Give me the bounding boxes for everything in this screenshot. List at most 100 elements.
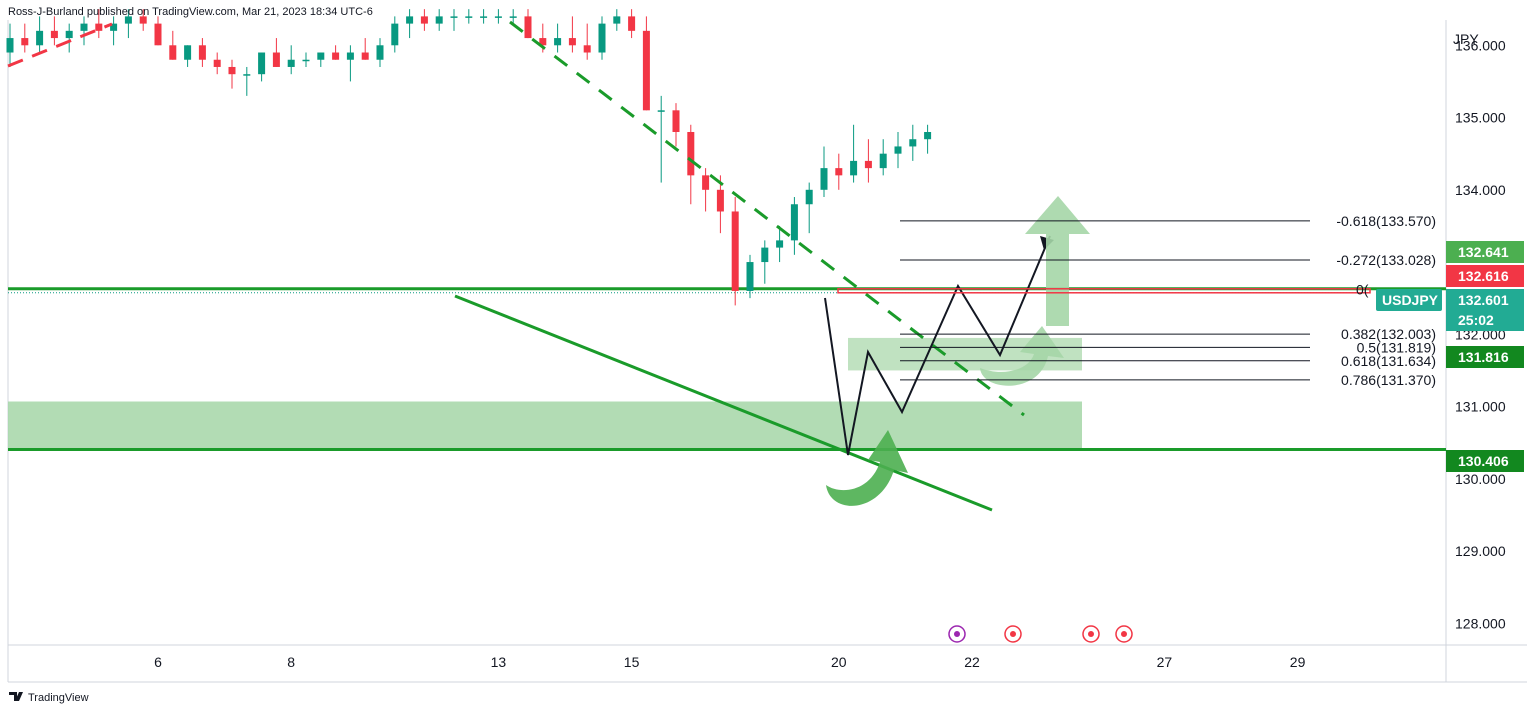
candle-body [909,139,917,147]
candle-body [642,30,650,111]
published-by-text: Ross-J-Burland published on TradingView.… [8,6,373,18]
tradingview-brand-text: TradingView [28,692,89,704]
candle-body [894,146,902,154]
us-flag-event-dot [1010,631,1016,637]
bounce-arrow-icon [826,430,908,506]
time-tick-label: 20 [831,654,847,670]
frame-layer [7,20,1527,683]
candle-body [50,30,58,39]
candle-body [435,16,443,24]
fib-level-label: -0.618(133.570) [1336,213,1436,229]
candle-body [450,16,458,18]
projected-zigzag [824,235,1051,456]
tradingview-logo-icon [9,692,23,701]
candle-body [716,189,724,212]
candle-body [539,38,547,46]
candle-body [184,45,192,60]
green-support-trendline [454,294,993,512]
fibonacci-layer: -0.618(133.570) -0.272(133.028) 0( 0.382(13… [900,213,1436,388]
candle-body [272,52,280,67]
time-tick-label: 15 [624,654,640,670]
price-tag-value: 132.641 [1458,244,1509,260]
candle-body [65,30,73,39]
event-icons-layer[interactable] [948,625,1133,643]
support-zone [8,401,1082,450]
candle-body [583,45,591,53]
time-tick-label: 8 [287,654,295,670]
price-tag-value: 132.601 [1458,292,1509,308]
fib-anchor-line [837,288,1371,294]
candles-layer [6,9,932,306]
candle-body [317,52,325,60]
price-tags-layer: 132.641 132.616 132.601 25:02 USDJPY 131.816 1… [1376,241,1524,472]
upside-target-arrow-icon [1025,196,1090,326]
fib-level-label: 0( [1356,282,1369,298]
price-tick-label: 135.000 [1455,110,1506,126]
candle-body [110,23,118,31]
candle-body [258,52,266,75]
candle-body [494,16,502,18]
candle-body [776,240,784,248]
time-tick-label: 13 [491,654,507,670]
fib-level-label: -0.272(133.028) [1336,252,1436,268]
candle-body [332,52,340,60]
record-event-dot [1088,631,1094,637]
candle-body [302,59,310,62]
symbol-tag-label: USDJPY [1382,292,1439,308]
price-tag-badge [1446,241,1524,263]
time-tick-label: 6 [154,654,162,670]
candle-body [124,16,132,24]
candle-body [554,38,562,46]
candle-body [731,211,739,291]
candle-body [346,52,354,60]
price-tag-value: 131.816 [1458,349,1509,365]
time-tick-label: 29 [1290,654,1306,670]
fib-level-label: 0.786(131.370) [1341,372,1436,388]
us-flag-event-dot [1121,631,1127,637]
candle-body [657,110,665,112]
candle-body [406,16,414,24]
price-tick-label: 136.000 [1455,37,1506,53]
fib-level-label: 0.382(132.003) [1341,326,1436,342]
price-tick-label: 134.000 [1455,182,1506,198]
candle-body [924,131,932,140]
candle-body [835,168,843,176]
candle-body [805,189,813,205]
price-tag-value: 130.406 [1458,453,1509,469]
fib-level-label: 0.5(131.819) [1357,339,1436,355]
price-tag-badge [1446,289,1524,331]
time-tick-label: 27 [1157,654,1173,670]
currency-label: JPY [1453,31,1479,47]
candle-body [761,247,769,263]
candle-body [820,168,828,190]
candle-body [790,204,798,241]
price-tag-value: 132.616 [1458,268,1509,284]
candle-body [509,16,517,18]
candle-body [613,16,621,24]
price-tag-badge [1446,346,1524,368]
candle-body [361,52,369,60]
candle-body [465,16,473,18]
candle-body [169,45,177,60]
candle-body [213,59,221,67]
candle-body [687,131,695,176]
candle-body [628,16,636,31]
red-dashed-trendline [7,22,113,68]
candle-body [198,45,206,60]
candle-body [864,160,872,169]
candle-body [702,175,710,190]
price-tag-badge [1446,450,1524,472]
price-tick-label: 130.000 [1455,471,1506,487]
candle-body [6,38,14,53]
lightning-event-dot [954,631,960,637]
retest-arrow-icon [980,326,1064,386]
fib-level-label: 0.618(131.634) [1341,353,1436,369]
candle-body [95,23,103,31]
symbol-tag-badge [1376,289,1442,311]
candle-body [228,66,236,75]
candle-body [287,59,295,67]
tradingview-logo: TradingView [9,692,89,704]
price-axis-layer: JPY136.000135.000134.000132.000131.00013… [1453,31,1506,631]
candle-body [139,16,147,24]
